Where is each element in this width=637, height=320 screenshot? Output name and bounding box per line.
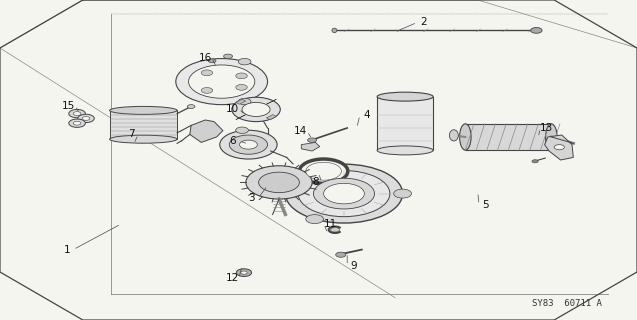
Polygon shape: [266, 115, 276, 120]
Circle shape: [306, 215, 324, 224]
Circle shape: [242, 102, 270, 116]
Circle shape: [232, 97, 280, 122]
Text: 2: 2: [420, 17, 427, 28]
Ellipse shape: [332, 28, 337, 33]
Ellipse shape: [546, 124, 557, 150]
Circle shape: [238, 98, 251, 105]
Ellipse shape: [110, 106, 177, 114]
Text: 10: 10: [226, 104, 239, 114]
Polygon shape: [236, 115, 246, 120]
Circle shape: [236, 269, 252, 276]
Circle shape: [308, 138, 317, 142]
Circle shape: [201, 70, 213, 76]
Circle shape: [306, 162, 341, 180]
Circle shape: [241, 271, 247, 274]
Circle shape: [240, 140, 257, 149]
Text: 12: 12: [226, 273, 239, 284]
Circle shape: [69, 109, 85, 118]
Text: 9: 9: [350, 260, 357, 271]
Circle shape: [229, 135, 268, 154]
Text: 6: 6: [229, 136, 236, 146]
Polygon shape: [545, 135, 573, 160]
Circle shape: [187, 105, 195, 108]
Circle shape: [208, 59, 216, 63]
Circle shape: [246, 166, 312, 199]
Circle shape: [331, 228, 340, 232]
Text: 16: 16: [199, 52, 211, 63]
Circle shape: [73, 121, 81, 125]
Polygon shape: [465, 124, 552, 150]
Text: 7: 7: [129, 129, 135, 140]
Polygon shape: [266, 99, 276, 104]
Circle shape: [236, 73, 247, 79]
Text: 11: 11: [324, 219, 336, 229]
Circle shape: [236, 84, 247, 90]
Text: 15: 15: [62, 100, 75, 111]
Text: 5: 5: [482, 200, 489, 210]
Polygon shape: [301, 142, 320, 151]
Polygon shape: [377, 97, 433, 150]
Circle shape: [306, 164, 324, 172]
Text: 8: 8: [312, 177, 318, 188]
Circle shape: [189, 65, 255, 98]
Circle shape: [236, 127, 248, 133]
Circle shape: [259, 172, 299, 193]
Circle shape: [73, 112, 81, 116]
Circle shape: [531, 28, 542, 33]
Circle shape: [238, 59, 251, 65]
Circle shape: [394, 189, 412, 198]
Circle shape: [285, 164, 403, 223]
Polygon shape: [110, 110, 177, 139]
Polygon shape: [190, 120, 223, 142]
Ellipse shape: [450, 130, 459, 141]
Circle shape: [224, 54, 233, 59]
Circle shape: [299, 159, 348, 183]
Text: 4: 4: [363, 110, 369, 120]
Polygon shape: [236, 99, 246, 104]
Circle shape: [336, 252, 346, 257]
Text: 1: 1: [64, 244, 70, 255]
Ellipse shape: [377, 146, 433, 155]
Circle shape: [82, 116, 90, 120]
Circle shape: [554, 145, 564, 150]
Circle shape: [69, 119, 85, 127]
Circle shape: [201, 88, 213, 93]
Circle shape: [78, 114, 94, 123]
Ellipse shape: [110, 135, 177, 143]
Circle shape: [532, 160, 538, 163]
Circle shape: [313, 178, 375, 209]
Circle shape: [324, 183, 364, 204]
Ellipse shape: [460, 124, 471, 150]
Text: SY83  60711 A: SY83 60711 A: [532, 299, 602, 308]
Text: 3: 3: [248, 193, 255, 204]
Circle shape: [176, 59, 268, 105]
Circle shape: [298, 171, 390, 217]
Ellipse shape: [377, 92, 433, 101]
Text: 13: 13: [540, 123, 553, 133]
Text: 14: 14: [294, 126, 307, 136]
Circle shape: [220, 130, 277, 159]
